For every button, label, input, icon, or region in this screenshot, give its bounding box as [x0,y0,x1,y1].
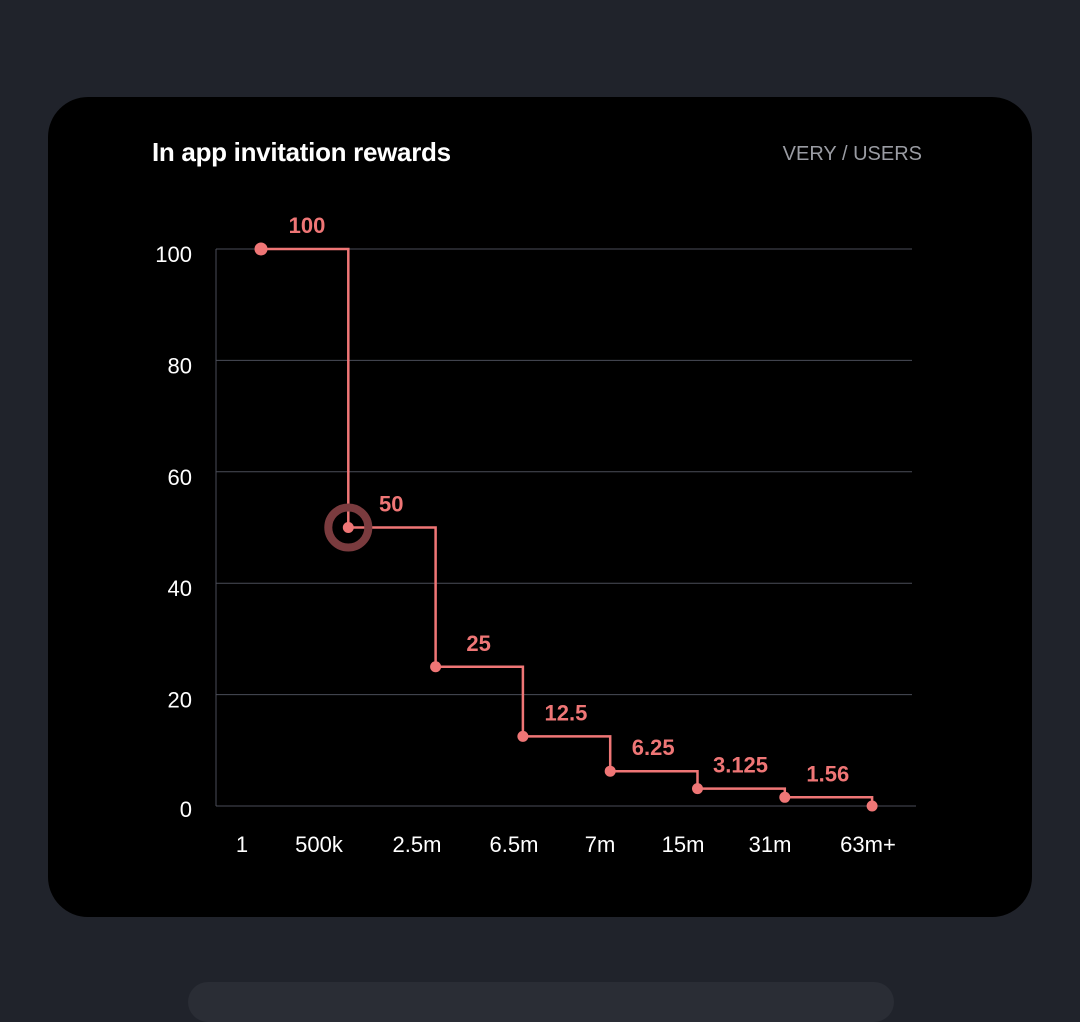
data-point [604,765,616,777]
y-tick-label: 40 [168,576,192,601]
x-tick-label: 15m [662,832,705,857]
chart-unit-label: VERY / USERS [782,143,922,165]
rewards-chart-card: In app invitation rewards VERY / USERS 0… [48,97,1032,917]
data-point [866,800,878,812]
y-tick-label: 80 [168,353,192,378]
data-label: 50 [379,492,403,517]
data-label: 1.56 [806,761,849,786]
data-point [254,242,268,256]
chart-title: In app invitation rewards [152,137,451,167]
y-tick-label: 20 [168,688,192,713]
highlight-ring [324,503,373,552]
y-tick-label: 60 [168,465,192,490]
data-label: 3.125 [713,753,768,778]
data-point [517,730,529,742]
data-point [779,791,791,803]
x-tick-label: 63m+ [840,832,896,857]
x-tick-label: 500k [295,832,344,857]
step-chart: 0 20 40 60 80 100 1 500k 2.5m 6.5m 7m 15m 31m 63m+ 100… [155,213,916,857]
data-label: 25 [466,631,490,656]
data-label: 12.5 [544,700,587,725]
data-point [692,783,703,795]
x-tick-label: 7m [585,832,616,857]
y-tick-label: 0 [180,797,192,822]
x-tick-label: 6.5m [490,832,539,857]
data-label: 6.25 [632,735,675,760]
x-tick-label: 2.5m [393,832,442,857]
data-point [342,522,354,533]
y-tick-label: 100 [155,242,192,267]
data-label: 100 [289,213,326,238]
next-panel [188,982,894,1022]
data-point [430,661,442,673]
x-tick-label: 1 [236,832,248,857]
x-tick-label: 31m [749,832,792,857]
